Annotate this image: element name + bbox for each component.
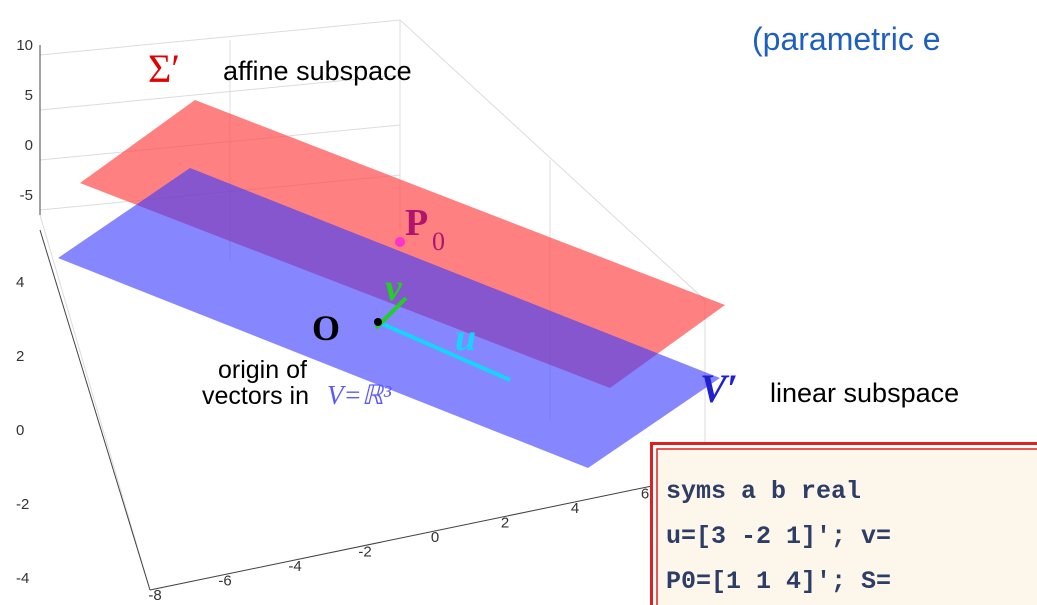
linear-label: linear subspace	[770, 378, 959, 408]
x-tick-label: -8	[148, 587, 161, 604]
z-tick-label: -5	[20, 187, 33, 204]
z-tick-label: 10	[16, 37, 33, 54]
sigma-label: Σ′	[148, 46, 180, 91]
x-tick-label: -2	[358, 544, 371, 561]
origin-label: O	[312, 308, 340, 348]
x-tick-label: -6	[218, 573, 231, 590]
p0-subscript: 0	[432, 227, 445, 256]
x-tick-label: 4	[571, 500, 579, 517]
x-axis	[150, 475, 705, 590]
space-label: V=ℝ³	[327, 380, 392, 410]
parametric-text: (parametric e	[752, 21, 941, 57]
p0-point	[395, 237, 405, 247]
origin-text: vectors in	[202, 382, 309, 410]
z-tick-label: 0	[25, 137, 33, 154]
z-tick-label: 5	[25, 87, 33, 104]
vprime-label: V′	[700, 366, 738, 411]
affine-label: affine subspace	[223, 56, 412, 86]
x-tick-label: 0	[431, 529, 439, 546]
p0-label: P	[405, 202, 428, 244]
origin-text: origin of	[218, 356, 307, 384]
code-line: u=[3 -2 1]'; v=	[666, 522, 891, 551]
x-tick-label: 6	[641, 486, 649, 503]
y-tick-label: -2	[16, 496, 29, 513]
y-tick-label: 0	[16, 422, 24, 439]
u-label: u	[455, 317, 476, 359]
y-tick-label: 2	[16, 348, 24, 365]
v-label: v	[385, 267, 403, 309]
code-line: syms a b real	[666, 477, 861, 506]
y-tick-label: 4	[16, 274, 24, 291]
code-line: P0=[1 1 4]'; S=	[666, 567, 891, 596]
y-tick-label: -4	[16, 570, 29, 587]
x-tick-label: -4	[288, 558, 301, 575]
origin-point	[374, 318, 382, 326]
page: Σ′ affine subspace P 0 v u O origin of v…	[0, 0, 1037, 605]
slide: Σ′ affine subspace P 0 v u O origin of v…	[0, 0, 1037, 605]
x-tick-label: 2	[501, 515, 509, 532]
